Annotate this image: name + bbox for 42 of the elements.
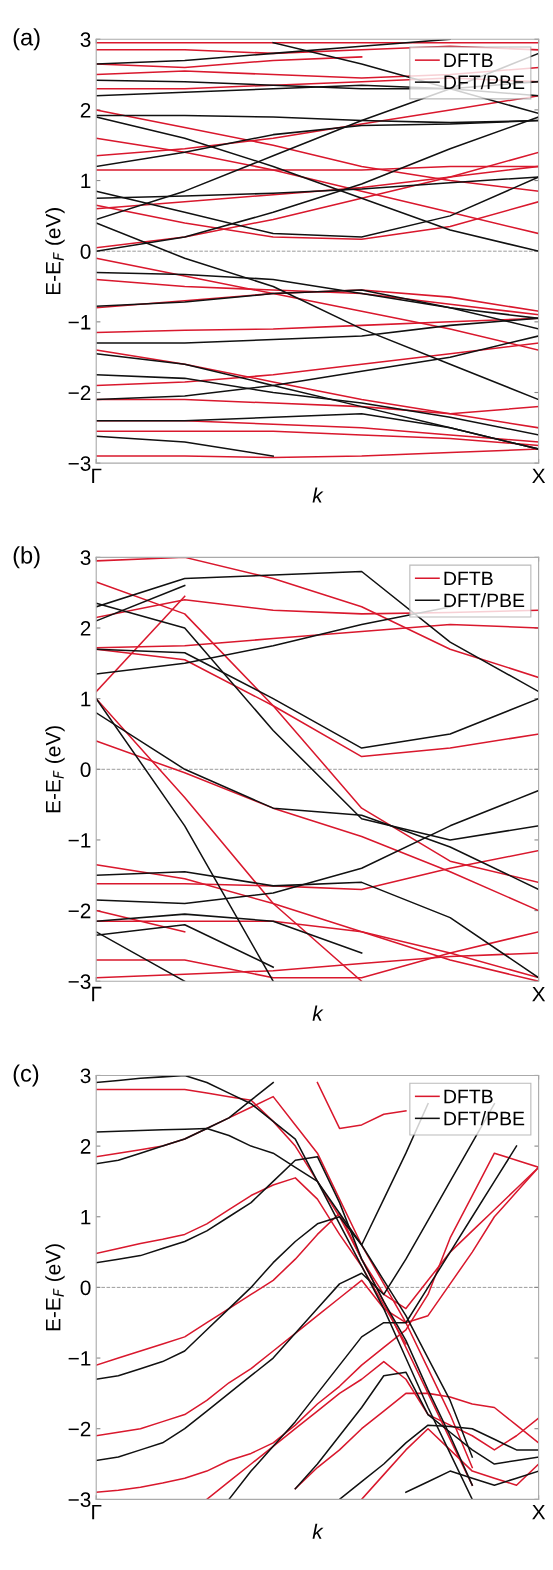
y-tick-label: 1 <box>81 1209 91 1225</box>
x-axis-title: k <box>312 1523 324 1539</box>
x-tick-label: Γ <box>92 986 102 1002</box>
y-axis-title: E-E$_{F}$ (eV) <box>45 1244 65 1331</box>
y-tick-label: 1 <box>81 691 91 707</box>
chart-title: (c) <box>13 1064 39 1087</box>
y-tick-label: 2 <box>80 1139 91 1154</box>
y-tick-label: −1 <box>68 833 91 848</box>
y-tick-label: −2 <box>68 385 91 401</box>
x-tick-label: Γ <box>92 1504 102 1520</box>
legend-label: DFTB <box>444 1089 493 1104</box>
x-tick-label: X <box>532 468 546 484</box>
y-tick-label: 1 <box>81 173 91 189</box>
y-tick-label: −1 <box>68 315 91 330</box>
legend-label: DFTB <box>444 571 493 586</box>
legend-label: DFTB <box>444 53 493 67</box>
y-tick-label: −1 <box>68 1351 91 1366</box>
chart-title: (b) <box>13 546 40 569</box>
x-tick-label: X <box>532 986 546 1002</box>
y-tick-label: −3 <box>68 974 91 989</box>
y-axis-title: E-E$_{F}$ (eV) <box>45 208 65 295</box>
y-tick-label: 0 <box>80 762 91 778</box>
legend-label: DFT/PBE <box>444 1111 525 1126</box>
chart-title: (a) <box>13 28 40 51</box>
x-axis-title: k <box>312 487 324 503</box>
y-tick-label: 3 <box>80 32 91 47</box>
x-tick-label: Γ <box>92 468 102 484</box>
y-tick-label: 3 <box>80 550 91 566</box>
y-tick-label: −2 <box>68 1421 91 1437</box>
y-tick-label: 2 <box>80 102 91 118</box>
legend-label: DFT/PBE <box>444 74 525 90</box>
x-axis-title: k <box>312 1005 324 1021</box>
y-tick-label: −2 <box>68 903 91 919</box>
y-tick-label: 3 <box>80 1068 91 1084</box>
legend-label: DFT/PBE <box>444 592 525 608</box>
y-tick-label: 0 <box>80 1280 91 1296</box>
y-tick-label: 2 <box>80 621 91 636</box>
y-axis-title: E-E$_{F}$ (eV) <box>45 726 65 813</box>
y-tick-label: −3 <box>68 456 91 471</box>
x-tick-label: X <box>532 1504 546 1520</box>
y-tick-label: 0 <box>80 244 91 259</box>
y-tick-label: −3 <box>68 1492 91 1508</box>
